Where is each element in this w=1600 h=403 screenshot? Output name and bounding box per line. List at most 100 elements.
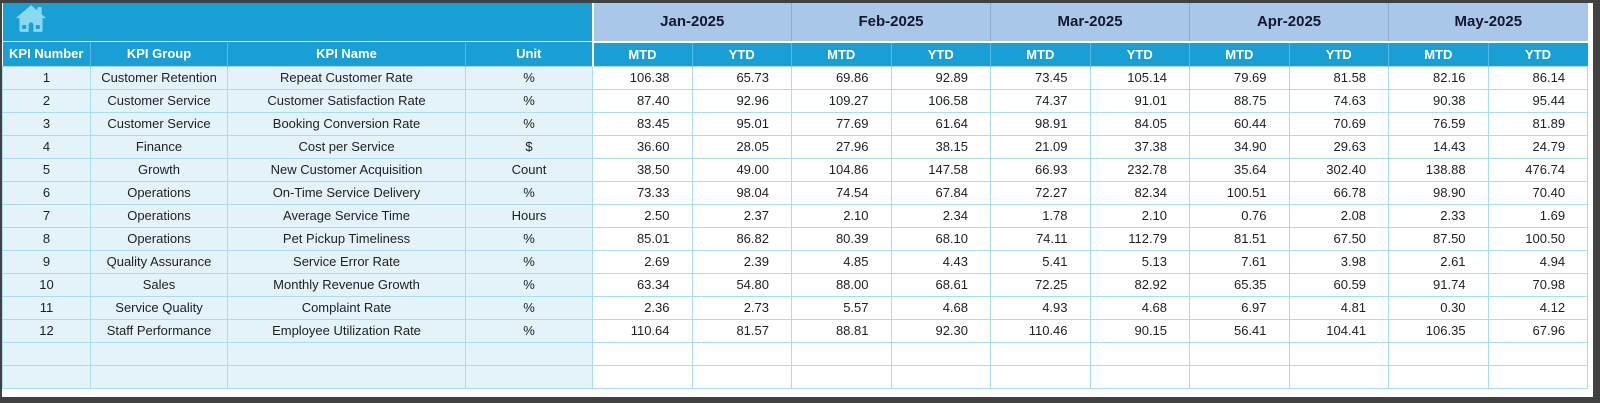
kpi-value-cell[interactable]: 110.46 [990,318,1091,343]
kpi-value-cell[interactable]: 4.93 [990,295,1091,320]
kpi-value-cell[interactable] [1089,364,1191,389]
kpi-value-cell[interactable]: 2.73 [691,295,792,320]
kpi-value-cell[interactable] [791,364,892,389]
kpi-value-cell[interactable]: 4.12 [1487,295,1589,320]
kpi-value-cell[interactable]: 86.14 [1487,65,1589,90]
kpi-value-cell[interactable]: 2.69 [592,249,693,274]
kpi-unit-cell[interactable] [465,364,593,389]
kpi-value-cell[interactable]: 67.96 [1487,318,1589,343]
kpi-unit-cell[interactable]: % [465,88,593,113]
kpi-value-cell[interactable]: 109.27 [791,88,892,113]
kpi-value-cell[interactable]: 90.38 [1388,88,1489,113]
kpi-value-cell[interactable]: 2.10 [791,203,892,228]
kpi-value-cell[interactable]: 72.27 [990,180,1091,205]
kpi-value-cell[interactable]: 81.51 [1189,226,1290,251]
kpi-value-cell[interactable] [691,341,792,366]
kpi-value-cell[interactable]: 98.91 [990,111,1091,136]
kpi-value-cell[interactable]: 82.34 [1089,180,1191,205]
kpi-value-cell[interactable] [990,341,1091,366]
kpi-unit-cell[interactable]: % [465,318,593,343]
kpi-value-cell[interactable] [890,364,992,389]
kpi-number-cell[interactable]: 8 [2,226,91,251]
kpi-value-cell[interactable]: 73.45 [990,65,1091,90]
kpi-value-cell[interactable]: 91.74 [1388,272,1489,297]
kpi-value-cell[interactable] [1189,341,1290,366]
kpi-value-cell[interactable]: 54.80 [691,272,792,297]
kpi-unit-cell[interactable]: % [465,65,593,90]
kpi-value-cell[interactable]: 81.58 [1288,65,1390,90]
kpi-value-cell[interactable]: 92.30 [890,318,992,343]
kpi-value-cell[interactable]: 90.15 [1089,318,1191,343]
kpi-number-cell[interactable] [2,341,91,366]
kpi-value-cell[interactable]: 5.57 [791,295,892,320]
kpi-value-cell[interactable]: 29.63 [1288,134,1390,159]
kpi-value-cell[interactable]: 100.50 [1487,226,1589,251]
kpi-value-cell[interactable]: 5.13 [1089,249,1191,274]
kpi-value-cell[interactable]: 5.41 [990,249,1091,274]
kpi-value-cell[interactable]: 34.90 [1189,134,1290,159]
kpi-value-cell[interactable]: 70.69 [1288,111,1390,136]
kpi-value-cell[interactable]: 0.30 [1388,295,1489,320]
kpi-value-cell[interactable]: 74.37 [990,88,1091,113]
kpi-group-cell[interactable] [90,341,228,366]
kpi-value-cell[interactable]: 60.59 [1288,272,1390,297]
kpi-value-cell[interactable]: 63.34 [592,272,693,297]
kpi-value-cell[interactable]: 0.76 [1189,203,1290,228]
kpi-number-cell[interactable]: 3 [2,111,91,136]
kpi-value-cell[interactable]: 2.61 [1388,249,1489,274]
kpi-number-cell[interactable] [2,364,91,389]
kpi-value-cell[interactable] [1487,341,1589,366]
kpi-value-cell[interactable]: 92.89 [890,65,992,90]
kpi-name-cell[interactable]: Monthly Revenue Growth [227,272,466,297]
kpi-value-cell[interactable]: 74.63 [1288,88,1390,113]
kpi-value-cell[interactable] [890,341,992,366]
kpi-group-cell[interactable]: Service Quality [90,295,228,320]
kpi-value-cell[interactable]: 1.69 [1487,203,1589,228]
kpi-value-cell[interactable]: 73.33 [592,180,693,205]
kpi-unit-cell[interactable]: Hours [465,203,593,228]
kpi-value-cell[interactable]: 112.79 [1089,226,1191,251]
kpi-group-cell[interactable]: Operations [90,203,228,228]
kpi-value-cell[interactable]: 2.36 [592,295,693,320]
kpi-value-cell[interactable]: 147.58 [890,157,992,182]
kpi-unit-cell[interactable]: % [465,111,593,136]
kpi-value-cell[interactable]: 1.78 [990,203,1091,228]
kpi-value-cell[interactable]: 2.33 [1388,203,1489,228]
kpi-value-cell[interactable]: 67.84 [890,180,992,205]
kpi-value-cell[interactable]: 83.45 [592,111,693,136]
kpi-value-cell[interactable] [791,341,892,366]
kpi-value-cell[interactable]: 98.04 [691,180,792,205]
kpi-value-cell[interactable]: 80.39 [791,226,892,251]
kpi-value-cell[interactable]: 72.25 [990,272,1091,297]
kpi-value-cell[interactable]: 35.64 [1189,157,1290,182]
kpi-value-cell[interactable]: 4.68 [1089,295,1191,320]
kpi-value-cell[interactable]: 14.43 [1388,134,1489,159]
kpi-value-cell[interactable]: 79.69 [1189,65,1290,90]
kpi-group-cell[interactable]: Staff Performance [90,318,228,343]
kpi-value-cell[interactable]: 2.37 [691,203,792,228]
kpi-name-cell[interactable]: Average Service Time [227,203,466,228]
kpi-number-cell[interactable]: 5 [2,157,91,182]
kpi-group-cell[interactable] [90,364,228,389]
kpi-value-cell[interactable] [990,364,1091,389]
kpi-unit-cell[interactable] [465,341,593,366]
kpi-value-cell[interactable]: 69.86 [791,65,892,90]
kpi-number-cell[interactable]: 12 [2,318,91,343]
kpi-value-cell[interactable]: 65.35 [1189,272,1290,297]
kpi-unit-cell[interactable]: $ [465,134,593,159]
kpi-name-cell[interactable]: Cost per Service [227,134,466,159]
kpi-value-cell[interactable]: 88.75 [1189,88,1290,113]
kpi-value-cell[interactable]: 36.60 [592,134,693,159]
kpi-unit-cell[interactable]: % [465,272,593,297]
kpi-name-cell[interactable]: Employee Utilization Rate [227,318,466,343]
kpi-value-cell[interactable]: 28.05 [691,134,792,159]
kpi-value-cell[interactable]: 82.16 [1388,65,1489,90]
kpi-value-cell[interactable]: 81.89 [1487,111,1589,136]
kpi-value-cell[interactable]: 6.97 [1189,295,1290,320]
kpi-name-cell[interactable]: Customer Satisfaction Rate [227,88,466,113]
kpi-value-cell[interactable]: 68.10 [890,226,992,251]
kpi-group-cell[interactable]: Customer Retention [90,65,228,90]
kpi-value-cell[interactable]: 4.81 [1288,295,1390,320]
kpi-value-cell[interactable] [592,364,693,389]
kpi-name-cell[interactable]: New Customer Acquisition [227,157,466,182]
